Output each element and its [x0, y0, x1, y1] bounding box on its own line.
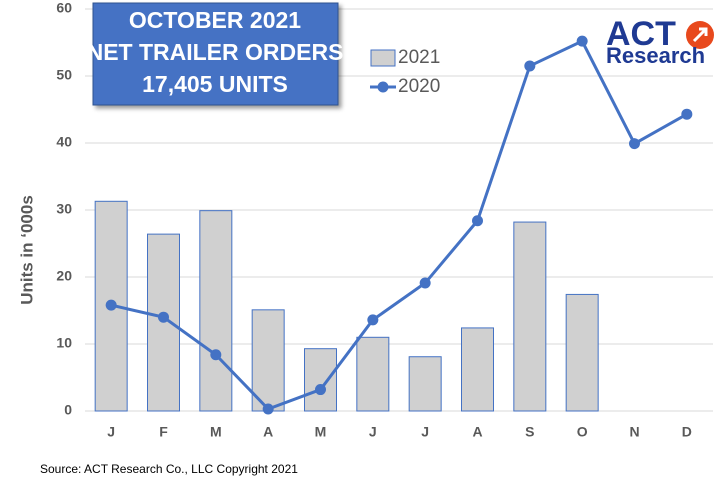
bar	[199, 210, 233, 412]
y-axis-label: Units in ‘000s	[17, 195, 36, 305]
legend-swatch	[370, 49, 396, 67]
y-tick-label: 0	[64, 402, 72, 418]
x-tick-label: A	[263, 424, 273, 440]
point	[262, 403, 274, 415]
x-tick-label: J	[107, 424, 115, 440]
source: Source: ACT Research Co., LLC Copyright …	[40, 462, 298, 476]
bar	[513, 221, 547, 412]
chart-title: OCTOBER 2021	[129, 7, 301, 33]
x-tick-label: A	[472, 424, 482, 440]
bar	[565, 293, 599, 412]
bar	[408, 356, 442, 412]
x-tick-label: J	[421, 424, 429, 440]
point	[576, 35, 588, 47]
y-tick-label: 50	[56, 67, 72, 83]
point	[315, 384, 326, 396]
legend-swatch	[377, 81, 389, 93]
y-tick-label: 30	[56, 201, 72, 217]
x-tick-label: M	[315, 424, 327, 440]
bar	[461, 327, 494, 412]
x-tick-label: S	[525, 424, 534, 440]
title-box	[92, 2, 339, 106]
point	[472, 215, 483, 227]
point	[681, 108, 693, 120]
bar	[356, 336, 390, 412]
legend-label: 2020	[398, 76, 440, 97]
bar	[251, 309, 285, 412]
point	[367, 314, 379, 326]
legend: 2021 2020	[370, 47, 440, 97]
x-tick-label: F	[159, 424, 168, 440]
y-tick-label: 20	[56, 268, 72, 284]
x-tick-label: N	[629, 424, 639, 440]
logo: ACT Research	[606, 15, 714, 68]
chart-title: 17,405 UNITS	[142, 71, 288, 97]
point	[524, 60, 536, 72]
legend-label: 2021	[398, 47, 440, 68]
point	[629, 138, 640, 150]
point	[158, 311, 169, 323]
logo-arrow	[692, 27, 708, 43]
bar	[304, 348, 337, 412]
logo-text: ACT	[606, 15, 676, 53]
x-tick-label: M	[210, 424, 222, 440]
y-tick-label: 40	[56, 134, 72, 150]
marks	[94, 35, 693, 415]
line	[110, 39, 688, 411]
point	[105, 299, 117, 311]
y-tick-label: 10	[56, 335, 72, 351]
x-tick-label: O	[577, 424, 588, 440]
x-tick-label: D	[682, 424, 692, 440]
logo-text: Research	[606, 43, 705, 68]
x-tick-label: J	[369, 424, 377, 440]
point	[210, 349, 222, 361]
chart-title: NET TRAILER ORDERS	[87, 39, 344, 65]
y-tick-label: 60	[56, 0, 72, 16]
point	[419, 277, 431, 289]
